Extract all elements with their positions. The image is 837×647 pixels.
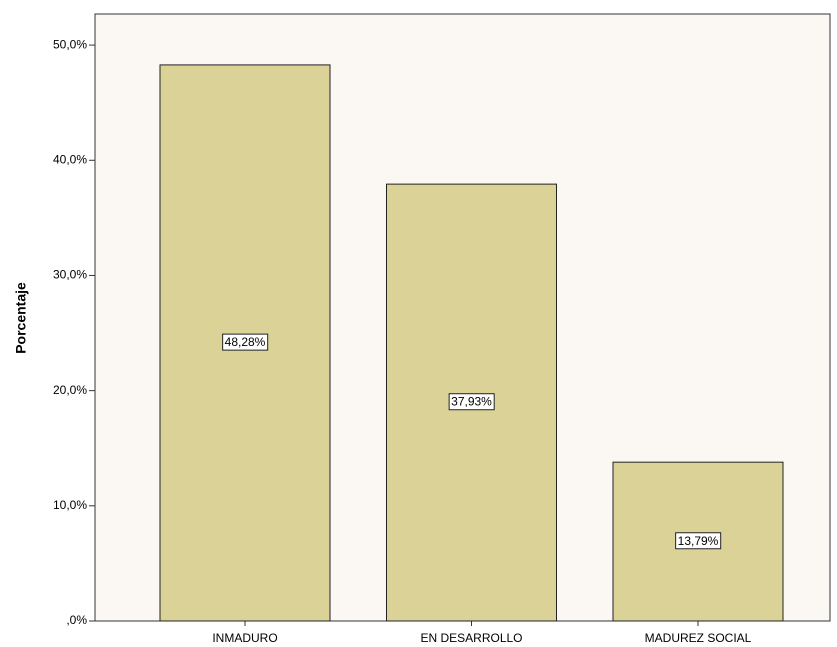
data-label: 13,79% bbox=[678, 534, 719, 548]
y-tick-label: 40,0% bbox=[53, 152, 87, 166]
x-tick-label: INMADURO bbox=[212, 631, 277, 645]
y-tick-label: 30,0% bbox=[53, 268, 87, 282]
x-tick-label: MADUREZ SOCIAL bbox=[645, 631, 752, 645]
x-tick-label: EN DESARROLLO bbox=[420, 631, 522, 645]
data-label: 48,28% bbox=[225, 335, 266, 349]
y-axis-label: Porcentaje bbox=[13, 282, 29, 354]
y-tick-label: 50,0% bbox=[53, 37, 87, 51]
y-tick-label: 10,0% bbox=[53, 498, 87, 512]
page: {"chart_data": {"type": "bar", "y_label"… bbox=[0, 0, 837, 647]
y-tick-label: 20,0% bbox=[53, 383, 87, 397]
chart: Porcentaje ,0% 10,0% 20,0% 30,0% 40,0% 50,0% I… bbox=[0, 0, 837, 647]
y-tick-label: ,0% bbox=[66, 613, 87, 627]
data-label: 37,93% bbox=[451, 395, 492, 409]
